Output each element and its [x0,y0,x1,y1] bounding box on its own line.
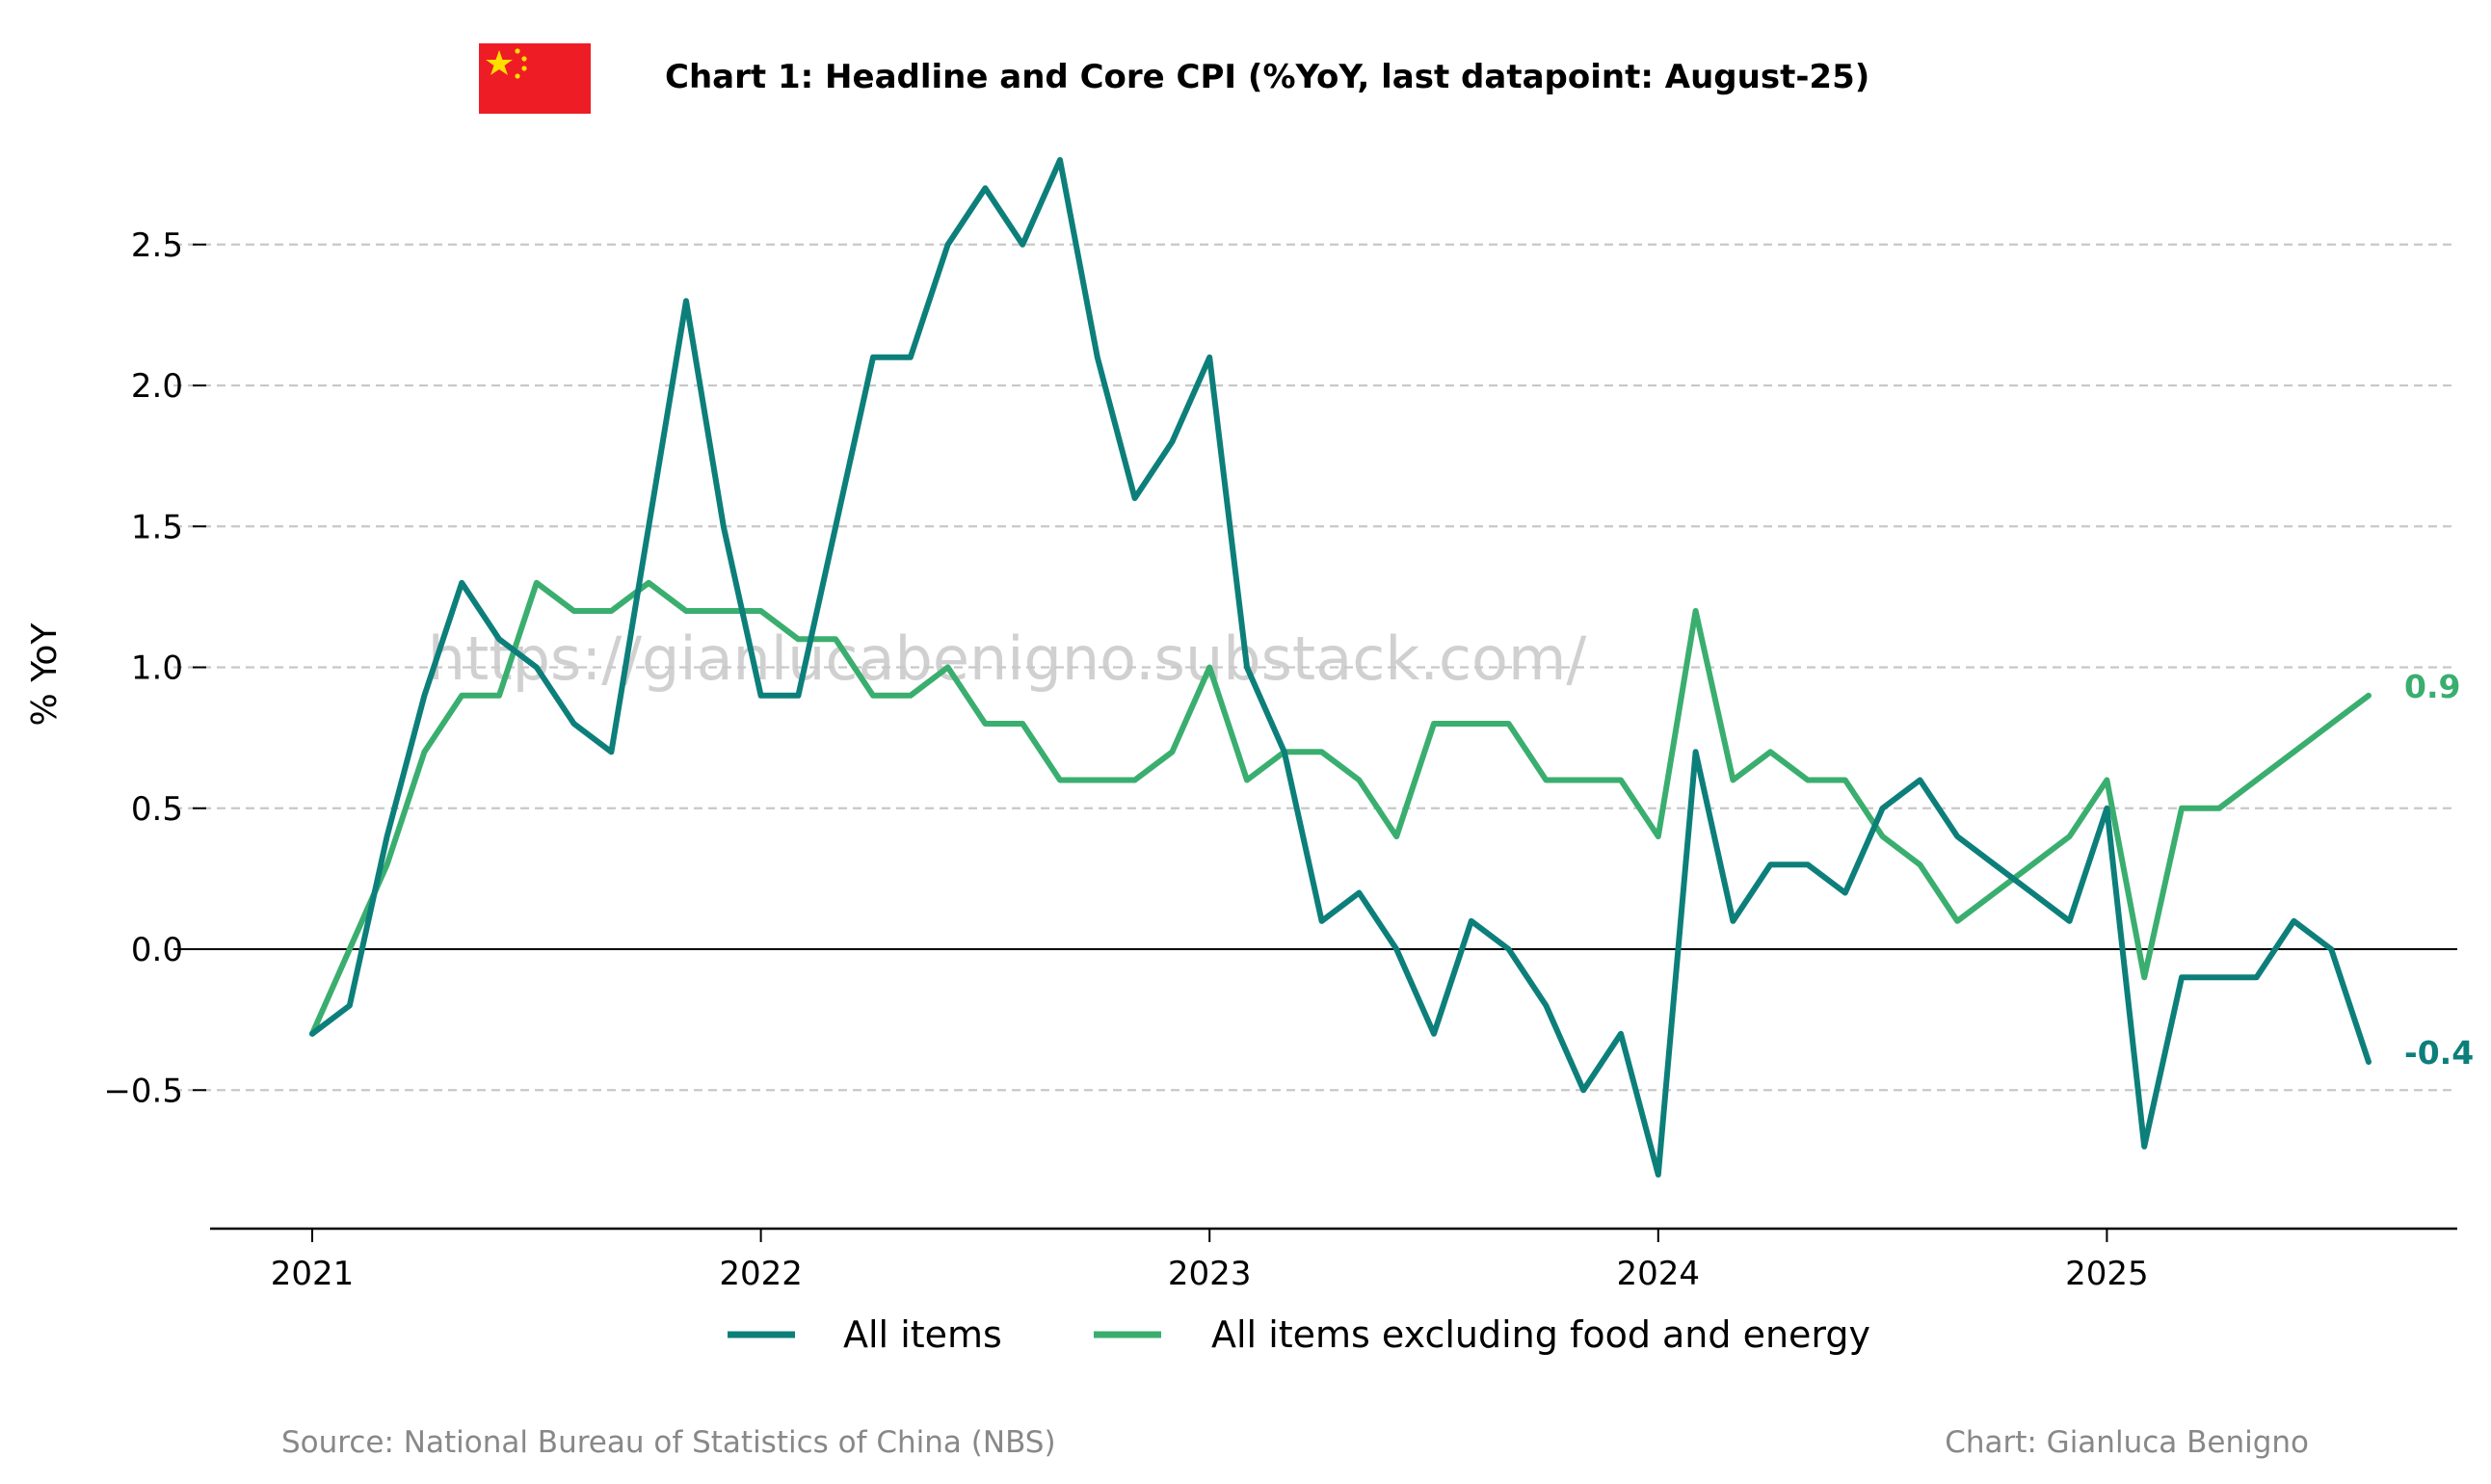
source-note: Source: National Bureau of Statistics of… [281,1425,1056,1460]
y-tick-label: 0.0 [131,931,183,969]
y-tick-label: 2.0 [131,367,183,406]
legend: All items All items excluding food and e… [728,1313,1870,1356]
x-tick-label: 2025 [2065,1255,2149,1293]
y-axis-label: % YoY [25,623,65,727]
chart-credit: Chart: Gianluca Benigno [1945,1425,2309,1460]
y-tick-label: 1.0 [131,649,183,688]
x-tick-label: 2022 [719,1255,803,1293]
legend-label-core: All items excluding food and energy [1211,1313,1870,1356]
china-flag-icon [479,43,591,114]
gridlines [173,243,2457,1092]
x-axis-ticks: 2021 2022 2023 2024 2025 [271,1229,2149,1293]
y-axis-ticks: −0.5 0.0 0.5 1.0 1.5 2.0 2.5 [103,226,206,1110]
end-labels: -0.4 0.9 [2404,668,2474,1072]
series-line-core [309,579,2372,1037]
series-line-all-items [309,157,2372,1178]
chart-title: Chart 1: Headline and Core CPI (%YoY, la… [665,58,1869,96]
end-label-core: 0.9 [2404,668,2460,705]
legend-label-all-items: All items [843,1313,1002,1356]
x-tick-label: 2024 [1617,1255,1701,1293]
watermark: https://gianlucabenigno.substack.com/ [428,623,1587,694]
y-tick-label: 0.5 [131,790,183,829]
end-label-all-items: -0.4 [2404,1034,2474,1072]
y-tick-label: −0.5 [103,1072,183,1110]
x-tick-label: 2023 [1168,1255,1252,1293]
x-tick-label: 2021 [271,1255,355,1293]
y-tick-label: 2.5 [131,226,183,265]
y-tick-label: 1.5 [131,508,183,546]
series-lines [309,157,2372,1178]
